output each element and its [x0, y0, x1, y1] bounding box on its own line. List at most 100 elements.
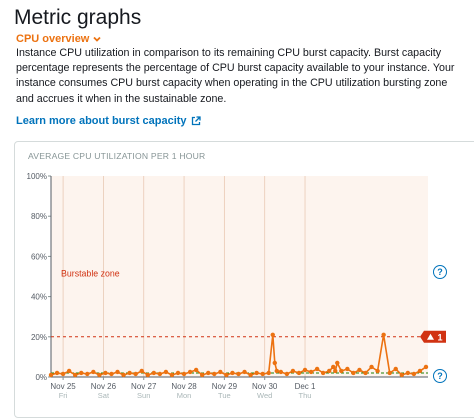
x-tick-day-label: Sat: [98, 391, 110, 400]
cpu-data-point: [266, 370, 271, 376]
cpu-data-point: [302, 367, 308, 373]
y-tick-label: 0%: [35, 373, 47, 382]
cpu-data-point: [115, 369, 120, 375]
cpu-data-point: [387, 370, 392, 376]
cpu-data-point: [97, 372, 102, 378]
cpu-data-point: [200, 372, 205, 378]
cpu-data-point: [314, 366, 320, 372]
cpu-data-point: [79, 370, 84, 376]
cpu-data-point: [212, 371, 217, 377]
cpu-data-point: [175, 370, 181, 376]
cpu-data-point: [320, 370, 326, 376]
page-title: Metric graphs: [14, 6, 142, 29]
cpu-data-point: [236, 371, 241, 377]
x-tick-day-label: Fri: [59, 391, 68, 400]
cpu-data-point: [145, 372, 150, 378]
x-tick-day-label: Tue: [218, 391, 231, 400]
cpu-data-point: [157, 371, 163, 377]
cpu-data-point: [151, 370, 157, 376]
cpu-data-point: [393, 366, 398, 372]
cpu-data-point: [423, 364, 429, 370]
cpu-data-point: [357, 367, 362, 373]
burstable-zone-label: Burstable zone: [61, 269, 120, 279]
cpu-data-point: [260, 371, 265, 377]
cpu-data-point: [254, 370, 259, 376]
y-tick-label: 40%: [31, 293, 47, 302]
cpu-data-point: [333, 368, 338, 374]
cpu-data-point: [66, 368, 72, 374]
cpu-data-point: [290, 368, 296, 374]
cpu-data-point: [278, 369, 284, 375]
cpu-data-point: [375, 368, 380, 374]
cpu-overview-toggle[interactable]: CPU overview: [16, 33, 102, 45]
x-tick-day-label: Sun: [137, 391, 150, 400]
cpu-data-point: [284, 371, 290, 377]
x-tick-label: Nov 28: [171, 382, 197, 391]
cpu-data-point: [121, 372, 126, 378]
x-tick-label: Nov 25: [50, 382, 76, 391]
section-description: Instance CPU utilization in comparison t…: [16, 47, 455, 105]
cpu-data-point: [169, 372, 175, 378]
cpu-data-point: [103, 370, 108, 376]
cpu-data-point: [218, 369, 223, 375]
warning-icon: [427, 333, 434, 340]
cpu-data-point: [327, 368, 332, 374]
alarm-badge-count: 1: [437, 332, 442, 342]
y-tick-label: 60%: [31, 252, 47, 261]
x-tick-label: Dec 1: [295, 382, 316, 391]
external-link-icon: [191, 116, 201, 126]
cpu-data-point: [163, 369, 169, 375]
cpu-data-point: [60, 371, 66, 377]
x-tick-day-label: Wed: [257, 391, 272, 400]
section-label: CPU overview: [16, 33, 90, 45]
cpu-data-point: [308, 369, 314, 375]
cpu-data-point: [296, 370, 302, 376]
y-tick-label: 80%: [31, 212, 47, 221]
cpu-data-point: [127, 370, 132, 376]
cpu-data-point: [242, 369, 247, 375]
cpu-data-point: [274, 368, 279, 374]
cpu-data-point: [54, 370, 60, 376]
cpu-data-point: [230, 370, 235, 376]
x-tick-label: Nov 30: [252, 382, 278, 391]
y-tick-label: 100%: [27, 172, 47, 181]
cpu-data-point: [187, 369, 193, 375]
x-tick-label: Nov 26: [91, 382, 117, 391]
chart-title: AVERAGE CPU UTILIZATION PER 1 HOUR: [28, 151, 206, 161]
cpu-data-point: [417, 368, 423, 374]
cpu-data-point: [181, 371, 187, 377]
cpu-data-point: [206, 370, 211, 376]
cpu-data-point: [72, 372, 78, 378]
cpu-data-point: [399, 372, 404, 378]
burstable-zone-area: [51, 176, 428, 377]
cpu-data-point: [405, 370, 411, 376]
x-tick-day-label: Thu: [299, 391, 312, 400]
cpu-data-point: [351, 370, 356, 376]
chevron-down-icon: [93, 36, 102, 42]
cpu-data-point: [133, 371, 138, 377]
y-tick-label: 20%: [31, 333, 47, 342]
cpu-data-point: [331, 364, 336, 370]
cpu-data-point: [48, 372, 54, 378]
cpu-data-point: [139, 368, 144, 374]
x-tick-day-label: Mon: [177, 391, 192, 400]
cpu-data-point: [272, 360, 277, 366]
help-icon-burstable-zone[interactable]: ?: [433, 265, 447, 279]
learn-more-label: Learn more about burst capacity: [16, 115, 187, 127]
cpu-data-point: [109, 371, 114, 377]
cpu-data-point: [381, 332, 386, 337]
cpu-data-point: [193, 367, 199, 373]
alarm-badge-icon: [420, 330, 446, 343]
cpu-data-point: [270, 332, 275, 337]
cpu-data-point: [369, 364, 374, 370]
learn-more-link[interactable]: Learn more about burst capacity: [16, 115, 201, 127]
cpu-data-point: [224, 372, 229, 378]
help-icon-sustainable-zone[interactable]: ?: [433, 369, 447, 383]
cpu-data-point: [411, 371, 417, 377]
x-tick-label: Nov 29: [212, 382, 238, 391]
x-tick-label: Nov 27: [131, 382, 157, 391]
cpu-data-point: [85, 371, 90, 377]
cpu-data-point: [335, 360, 340, 366]
cpu-data-point: [91, 369, 96, 375]
